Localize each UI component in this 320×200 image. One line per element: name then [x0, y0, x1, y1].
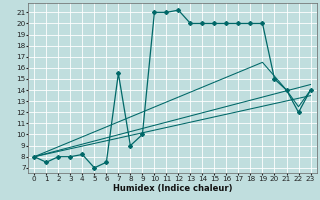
X-axis label: Humidex (Indice chaleur): Humidex (Indice chaleur) [113, 184, 232, 193]
